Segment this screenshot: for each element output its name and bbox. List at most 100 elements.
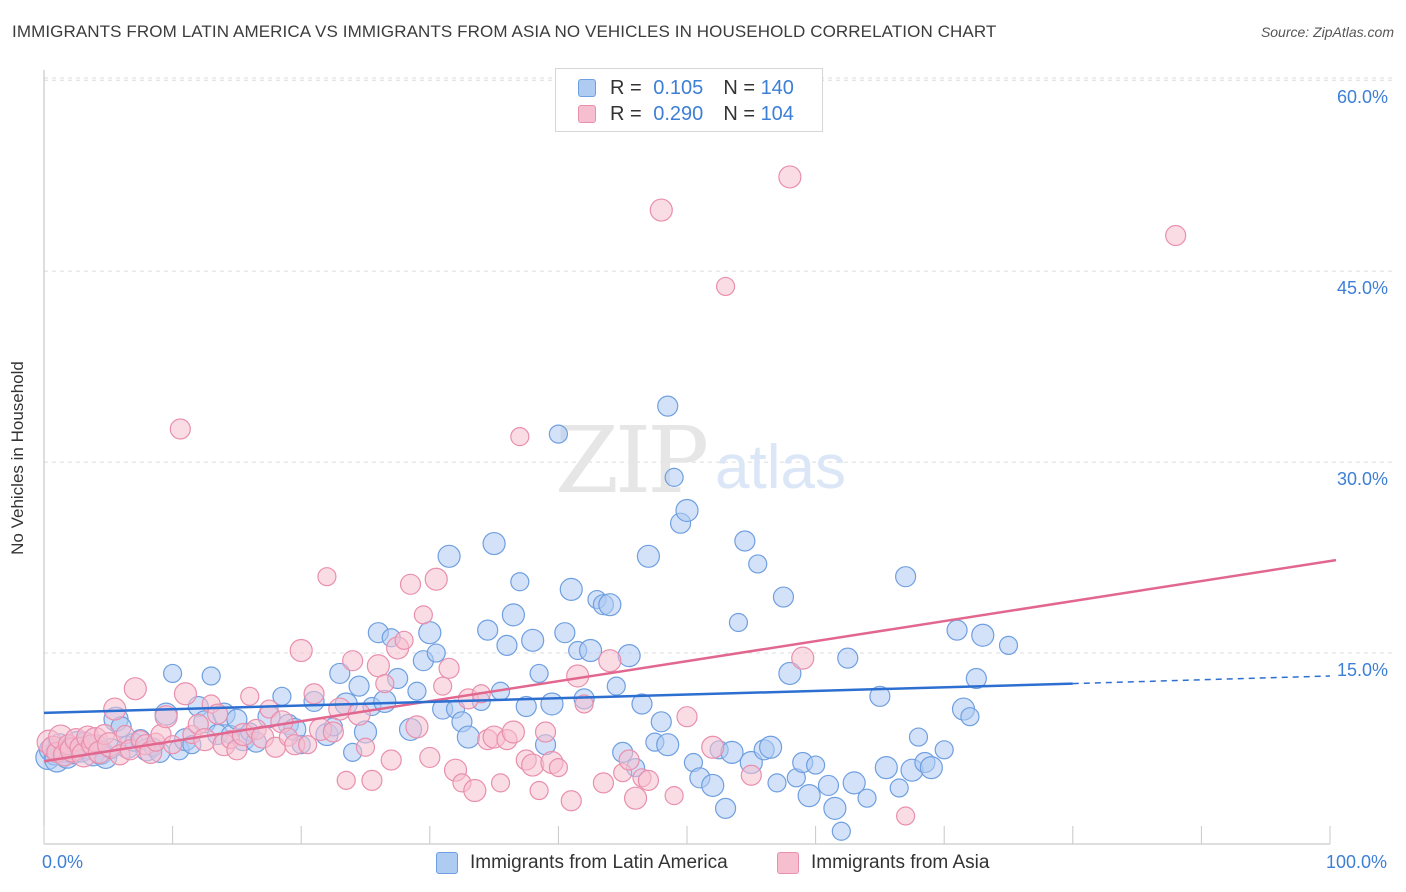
point-latin-america [510,572,530,592]
point-latin-america [767,773,787,793]
watermark: ZIP atlas [555,407,846,514]
y-tick-label-30: 30.0% [1337,469,1389,489]
point-latin-america [734,530,756,552]
y-axis-label: No Vehicles in Household [8,361,27,555]
point-asia [649,198,673,222]
point-asia [740,764,762,786]
point-latin-america [482,531,506,556]
point-asia [322,721,344,743]
point-latin-america [701,773,725,798]
point-asia [317,567,337,587]
x-tick-label-min: 0.0% [42,852,84,872]
stats-row-asia: R = 0.290 N = 104 [578,103,794,125]
n-value: 140 [760,76,794,99]
point-latin-america [714,797,737,819]
point-asia [701,735,725,759]
r-value: 0.105 [653,76,704,99]
point-latin-america [631,693,653,715]
point-latin-america [329,662,351,685]
point-latin-america [971,623,995,647]
point-asia [598,649,622,673]
point-asia [336,770,356,790]
legend-swatch-pink [777,852,799,874]
r-label: R = [610,102,642,125]
point-latin-america [477,619,499,641]
legend-swatch-pink [578,105,596,123]
point-latin-america [657,395,679,417]
point-latin-america [201,666,221,686]
point-asia [1165,224,1187,247]
point-asia [355,737,376,757]
point-latin-america [720,740,744,764]
legend-item-asia: Immigrants from Asia [777,852,989,874]
point-asia [896,806,916,826]
point-latin-america [728,612,749,633]
point-latin-america [778,661,802,686]
x-tick-label-max: 100.0% [1326,852,1388,872]
point-latin-america [656,733,680,757]
point-latin-america [960,707,980,727]
series-asia-points [36,165,1187,826]
point-latin-america [797,784,821,808]
point-latin-america [817,774,840,797]
point-asia [510,427,530,447]
point-asia [529,780,549,801]
point-latin-america [548,424,569,444]
point-asia [361,769,383,791]
point-asia [715,276,736,297]
point-latin-america [418,621,442,645]
point-latin-america [823,796,847,820]
point-latin-america [748,554,768,574]
point-asia [289,638,313,663]
point-asia [637,769,660,791]
point-asia [501,720,525,744]
point-asia [548,758,569,778]
point-asia [169,418,191,440]
n-label: N = [723,76,755,99]
point-latin-america [837,647,859,669]
y-tick-label-60: 60.0% [1337,87,1389,107]
y-tick-label-45: 45.0% [1337,278,1389,298]
point-asia [534,721,557,743]
point-asia [342,650,364,672]
point-asia [574,694,594,714]
point-latin-america [874,756,898,780]
point-asia [303,683,325,705]
trend-line-latin-america-extension [1072,675,1331,685]
point-latin-america [998,635,1019,656]
point-latin-america [758,735,783,759]
trend-line-latin-america [43,682,1073,715]
series-legend: Immigrants from Latin America Immigrants… [0,852,1406,878]
point-latin-america [869,685,891,707]
point-latin-america [501,603,525,627]
n-label: N = [723,102,755,125]
point-asia [154,705,178,729]
point-asia [259,699,279,719]
point-latin-america [965,667,987,690]
point-asia [560,790,582,812]
point-asia [380,749,402,771]
point-asia [424,567,448,591]
point-asia [103,697,127,721]
point-asia [778,165,802,189]
point-asia [163,735,183,755]
point-latin-america [889,778,909,798]
y-tick-label-15: 15.0% [1337,660,1389,680]
point-latin-america [664,467,684,487]
point-latin-america [437,544,461,568]
axes [43,70,1331,845]
point-latin-america [772,586,795,608]
point-latin-america [515,695,537,718]
point-asia [490,773,511,793]
point-asia [375,674,395,694]
point-latin-america [496,634,518,657]
point-asia [399,573,422,595]
point-latin-america [895,566,917,588]
point-latin-america [348,675,370,697]
stats-legend: R = 0.105 N = 140 R = 0.290 N = 104 [555,68,823,132]
r-value: 0.290 [653,102,704,125]
point-asia [394,630,414,650]
point-latin-america [578,638,603,663]
point-asia [405,715,429,739]
